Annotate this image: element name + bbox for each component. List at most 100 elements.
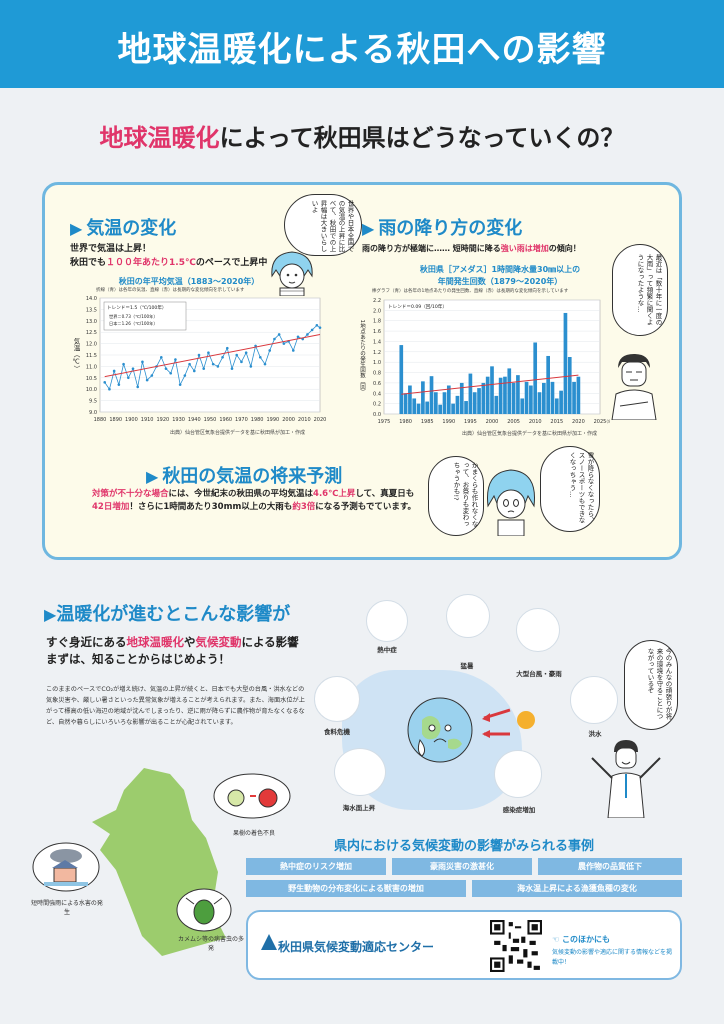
temp-xtick-label: 1910 (141, 417, 154, 423)
banner-title: 地球温暖化による秋田への影響 (117, 30, 607, 70)
temp-data-point (202, 367, 206, 370)
food-crisis-icon (314, 676, 360, 722)
girl-illustration (271, 251, 313, 296)
temp-xtick-label: 2000 (282, 417, 295, 423)
temp-source: 出典）仙台管区気象台提供データを基に秋田県が加工・作成 (170, 430, 306, 436)
rain-ytick-label: 0.6 (373, 381, 381, 387)
temp-speech-bubble (284, 194, 362, 256)
temp-data-point (112, 369, 116, 373)
temp-ytick-label: 12.5 (86, 330, 97, 336)
temp-ytick-label: 11.5 (86, 353, 97, 359)
rain-ytick-label: 1.6 (373, 329, 381, 335)
rain-bar (438, 404, 442, 414)
rain-xtick-label: 2015 (550, 419, 563, 425)
rain-xtick-label: 1990 (442, 419, 455, 425)
temp-data-point (164, 367, 168, 370)
rain-ytick-label: 1.2 (373, 350, 381, 356)
future-t1: 対策が不十分な場合 (92, 489, 169, 499)
rain-ytick-label: 2.0 (373, 308, 381, 314)
temp-data-point (306, 333, 309, 336)
rain-bar (442, 392, 447, 414)
future-t8: になる予測もでています。 (315, 502, 417, 512)
future-t5: 42日増加 (92, 502, 130, 512)
adaptation-center-box: 秋田県気候変動適応センター ☜ このほかにも 気候変動の影響や適応に関する情報な… (246, 910, 682, 980)
rain-bar (451, 403, 455, 414)
temp-data-point (197, 353, 201, 357)
icon-label-typhoon: 大型台風・豪雨 (516, 670, 562, 678)
future-t2: には、今世紀末の秋田県の平均気温は (168, 489, 314, 499)
temp-data-point (263, 362, 267, 366)
rain-legend: トレンド＝0.09（回/10年） (388, 303, 447, 310)
impact-lead: すぐ身近にある地球温暖化や気候変動による影響 まずは、知ることからはじめよう！ (46, 634, 299, 668)
temp-xtick-label: 2010 (298, 417, 311, 423)
temp-chart: 9.0 9.5 10.0 10.5 11.0 11.5 12.0 12.5 13.0 13.5 14… (72, 296, 327, 423)
temp-data-point (159, 355, 163, 359)
rain-bar (572, 381, 576, 414)
temp-data-point (318, 326, 322, 329)
page-subtitle: 地球温暖化によって秋田県はどうなっていくの？ (0, 118, 724, 153)
future-title-text: 秋田の気温の将来予測 (162, 466, 343, 487)
future-t7: 約3倍 (292, 502, 316, 512)
temp-legend-2: 世界＝0.73（℃/100年） (109, 313, 158, 320)
triangle-icon: ▶ (70, 219, 83, 238)
rain-ytick-label: 0.8 (373, 371, 381, 377)
rain-bar (537, 392, 542, 414)
rain-bar (399, 345, 404, 414)
temp-xtick-label: 1970 (235, 417, 248, 423)
cases-title: 県内における気候変動の影響がみられる事例 (333, 839, 594, 854)
rain-xtick-label: 2000 (486, 419, 499, 425)
impact-body-text: このままのペースでCO₂が増え続け、気温の上昇が続くと、日本でも大型の台風・洪水… (46, 686, 305, 726)
rain-bar (542, 382, 546, 414)
rain-bar (464, 401, 468, 414)
rain-bar (503, 376, 507, 414)
rain-bar (576, 376, 581, 414)
rain-bar (412, 398, 417, 414)
sea-level-icon (334, 748, 386, 796)
triangle-icon: ▶ (44, 605, 57, 624)
rain-xtick-label: 1980 (399, 419, 412, 425)
rain-trend-line (401, 374, 579, 395)
icon-label-heatstroke: 熱中症 (377, 646, 397, 654)
rain-bar (520, 398, 525, 414)
temp-ytick-label: 9.5 (89, 399, 97, 405)
rain-bar (507, 368, 512, 414)
rain-bar (546, 355, 550, 414)
temp-data-point (216, 365, 220, 368)
rain-bar (481, 382, 486, 414)
temp-legend-3: 日本＝1.26（℃/100年） (109, 320, 158, 327)
man-illustration (611, 354, 657, 420)
center-name: 秋田県気候変動適応センター (278, 940, 435, 954)
rain-xtick-label: 2010 (529, 419, 542, 425)
impact-lead1b: 地球温暖化 (126, 635, 185, 649)
temp-xtick-label: 2020 (314, 417, 327, 423)
man-cheering-illustration (591, 740, 661, 818)
future-t4: して、真夏日も (355, 489, 415, 499)
rain-lead: 雨の降り方が極端に…… 短時間に降る強い雨は増加の傾向！ (362, 242, 581, 256)
temp-data-point (282, 342, 286, 345)
rain-ytick-label: 1.0 (373, 360, 381, 366)
infection-icon (494, 750, 542, 798)
rain-xtick-label: 1995 (464, 419, 477, 425)
temp-data-point (150, 374, 154, 377)
temp-data-point (225, 346, 229, 350)
rain-xtick-label: 2025 (594, 419, 607, 425)
impact-lead1c: や (184, 635, 196, 649)
temp-data-point (188, 362, 191, 366)
rain-bar (408, 385, 412, 414)
temp-chart-note: 折線（青）は各年の気温、直線（赤）は長期的な変化傾向を示しています (96, 288, 245, 293)
rain-source: 出典）仙台管区気象台提供データを基に秋田県が加工・作成 (462, 431, 598, 437)
map-label-flood: 短時間強雨による水害の発生 (31, 900, 103, 916)
rain-speech-bubble (612, 244, 668, 336)
rain-bar (498, 377, 503, 414)
arrows-and-sun-icon (482, 708, 535, 738)
rain-ytick-label: 1.8 (373, 319, 381, 325)
rain-xtick-label: 2020 (572, 419, 585, 425)
rain-bar (455, 395, 460, 414)
temp-data-point (131, 367, 135, 370)
impact-speech-bubble (624, 640, 678, 730)
rain-lead2: 強い雨は増加 (500, 244, 549, 253)
qr-code[interactable] (490, 920, 542, 972)
heatwave-icon (446, 594, 490, 638)
temp-legend-box (103, 301, 187, 331)
icon-label-food-crisis: 食料危機 (324, 728, 350, 736)
